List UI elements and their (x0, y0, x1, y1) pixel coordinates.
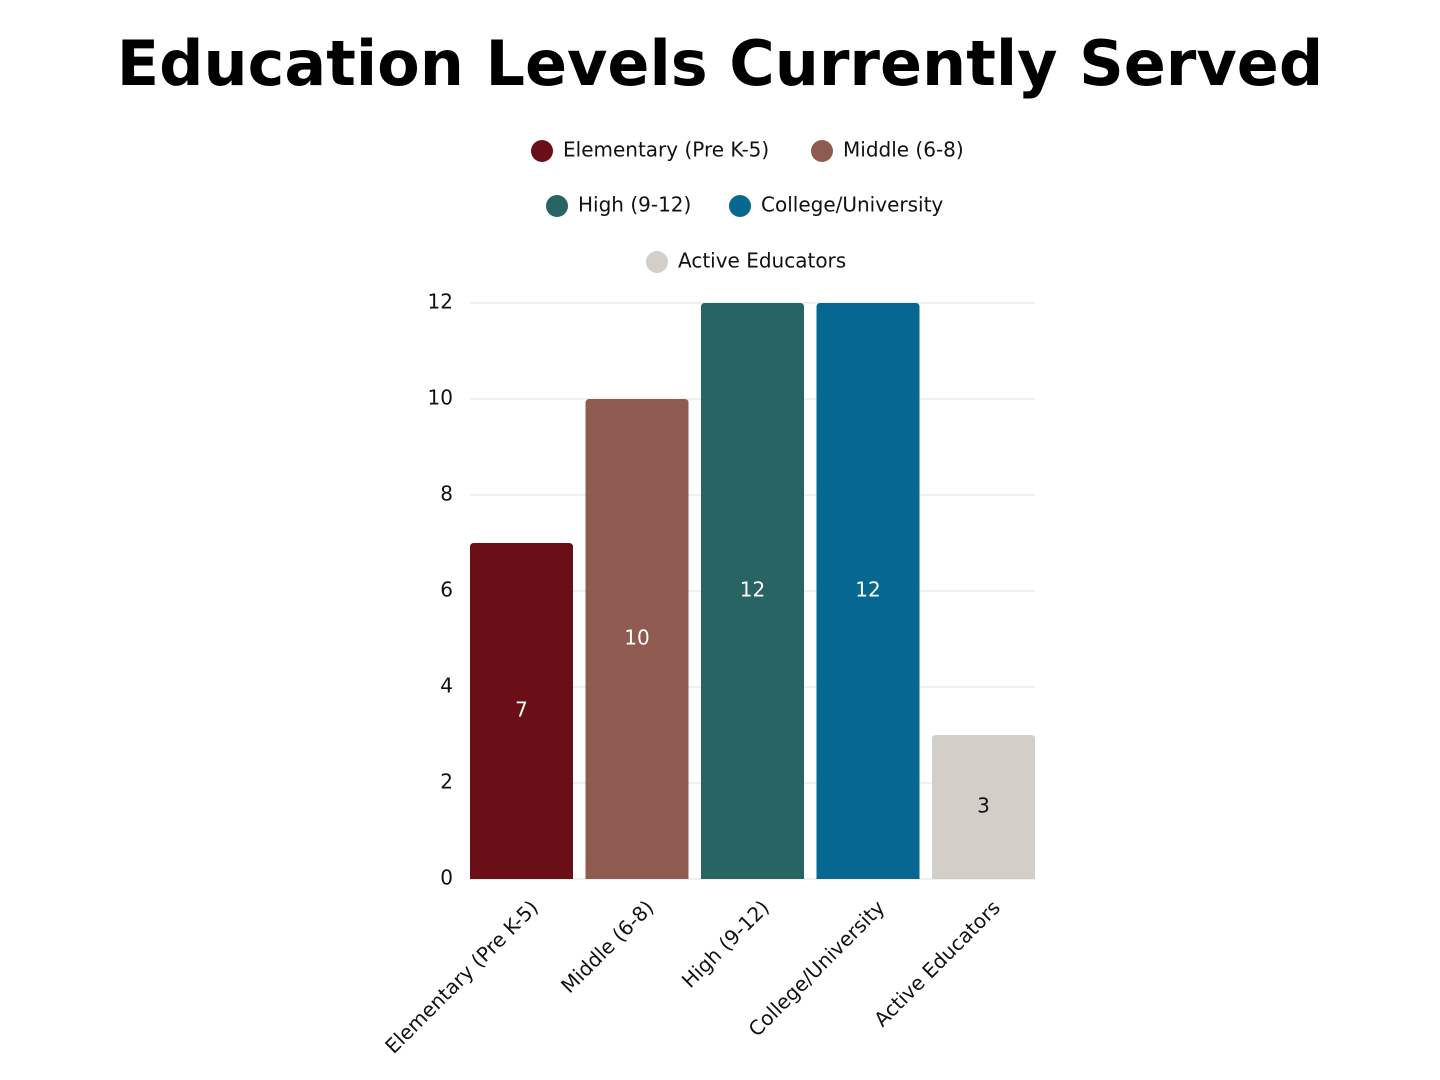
legend-label: College/University (761, 193, 943, 217)
legend-label: High (9-12) (578, 193, 691, 217)
legend-label: Elementary (Pre K-5) (563, 138, 769, 162)
chart-title: Education Levels Currently Served (117, 27, 1323, 100)
y-tick-label: 12 (428, 290, 453, 314)
legend-marker (546, 195, 568, 217)
y-tick-label: 4 (440, 674, 453, 698)
data-label: 3 (977, 794, 990, 818)
bar (816, 303, 920, 879)
x-tick-label: High (9-12) (677, 895, 774, 992)
data-label: 10 (624, 626, 649, 650)
bar (470, 543, 573, 879)
legend-marker (646, 251, 668, 273)
data-label: 12 (740, 578, 765, 602)
legend-marker (811, 140, 833, 162)
data-label: 7 (515, 698, 528, 722)
data-label: 12 (855, 578, 880, 602)
y-tick-label: 0 (440, 866, 453, 890)
bar (585, 399, 689, 879)
y-tick-label: 8 (440, 482, 453, 506)
x-tick-label: Middle (6-8) (556, 895, 658, 997)
legend-label: Active Educators (678, 249, 846, 273)
legend-marker (531, 140, 553, 162)
y-tick-label: 2 (440, 770, 453, 794)
x-tick-label: Elementary (Pre K-5) (380, 895, 543, 1058)
y-tick-label: 10 (428, 386, 453, 410)
bar (701, 303, 804, 879)
legend-label: Middle (6-8) (843, 138, 964, 162)
x-tick-label: Active Educators (869, 895, 1005, 1031)
bar (932, 735, 1035, 879)
legend-marker (729, 195, 751, 217)
y-tick-label: 6 (440, 578, 453, 602)
